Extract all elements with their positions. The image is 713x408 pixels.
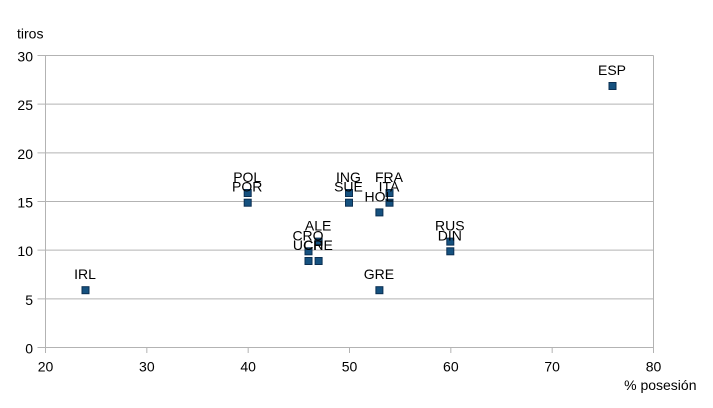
svg-text:RUS: RUS (435, 218, 465, 234)
svg-text:ALE: ALE (305, 218, 331, 234)
svg-text:30: 30 (17, 49, 33, 65)
svg-text:tiros: tiros (17, 26, 43, 42)
svg-text:% posesión: % posesión (624, 377, 696, 393)
svg-text:10: 10 (17, 243, 33, 259)
svg-text:60: 60 (443, 359, 459, 375)
svg-text:IRL: IRL (74, 266, 96, 282)
svg-text:70: 70 (544, 359, 560, 375)
svg-text:FRA: FRA (375, 169, 404, 185)
svg-text:GRE: GRE (364, 266, 394, 282)
svg-text:50: 50 (342, 359, 358, 375)
svg-text:DIN: DIN (438, 227, 462, 243)
svg-text:40: 40 (240, 359, 256, 375)
svg-text:15: 15 (17, 195, 33, 211)
svg-text:CHE: CHE (303, 237, 333, 253)
svg-text:ING: ING (336, 169, 361, 185)
svg-text:5: 5 (25, 292, 33, 308)
svg-text:POR: POR (232, 179, 262, 195)
svg-text:25: 25 (17, 97, 33, 113)
svg-text:CRO: CRO (292, 227, 323, 243)
svg-text:POL: POL (233, 169, 261, 185)
svg-text:HOL: HOL (365, 188, 394, 204)
svg-text:SUE: SUE (334, 179, 363, 195)
svg-text:80: 80 (646, 359, 662, 375)
svg-text:UCR: UCR (293, 237, 323, 253)
svg-text:20: 20 (38, 359, 54, 375)
svg-text:20: 20 (17, 146, 33, 162)
svg-text:ITA: ITA (379, 179, 400, 195)
svg-text:0: 0 (25, 341, 33, 357)
svg-text:ESP: ESP (598, 62, 626, 78)
svg-text:30: 30 (139, 359, 155, 375)
